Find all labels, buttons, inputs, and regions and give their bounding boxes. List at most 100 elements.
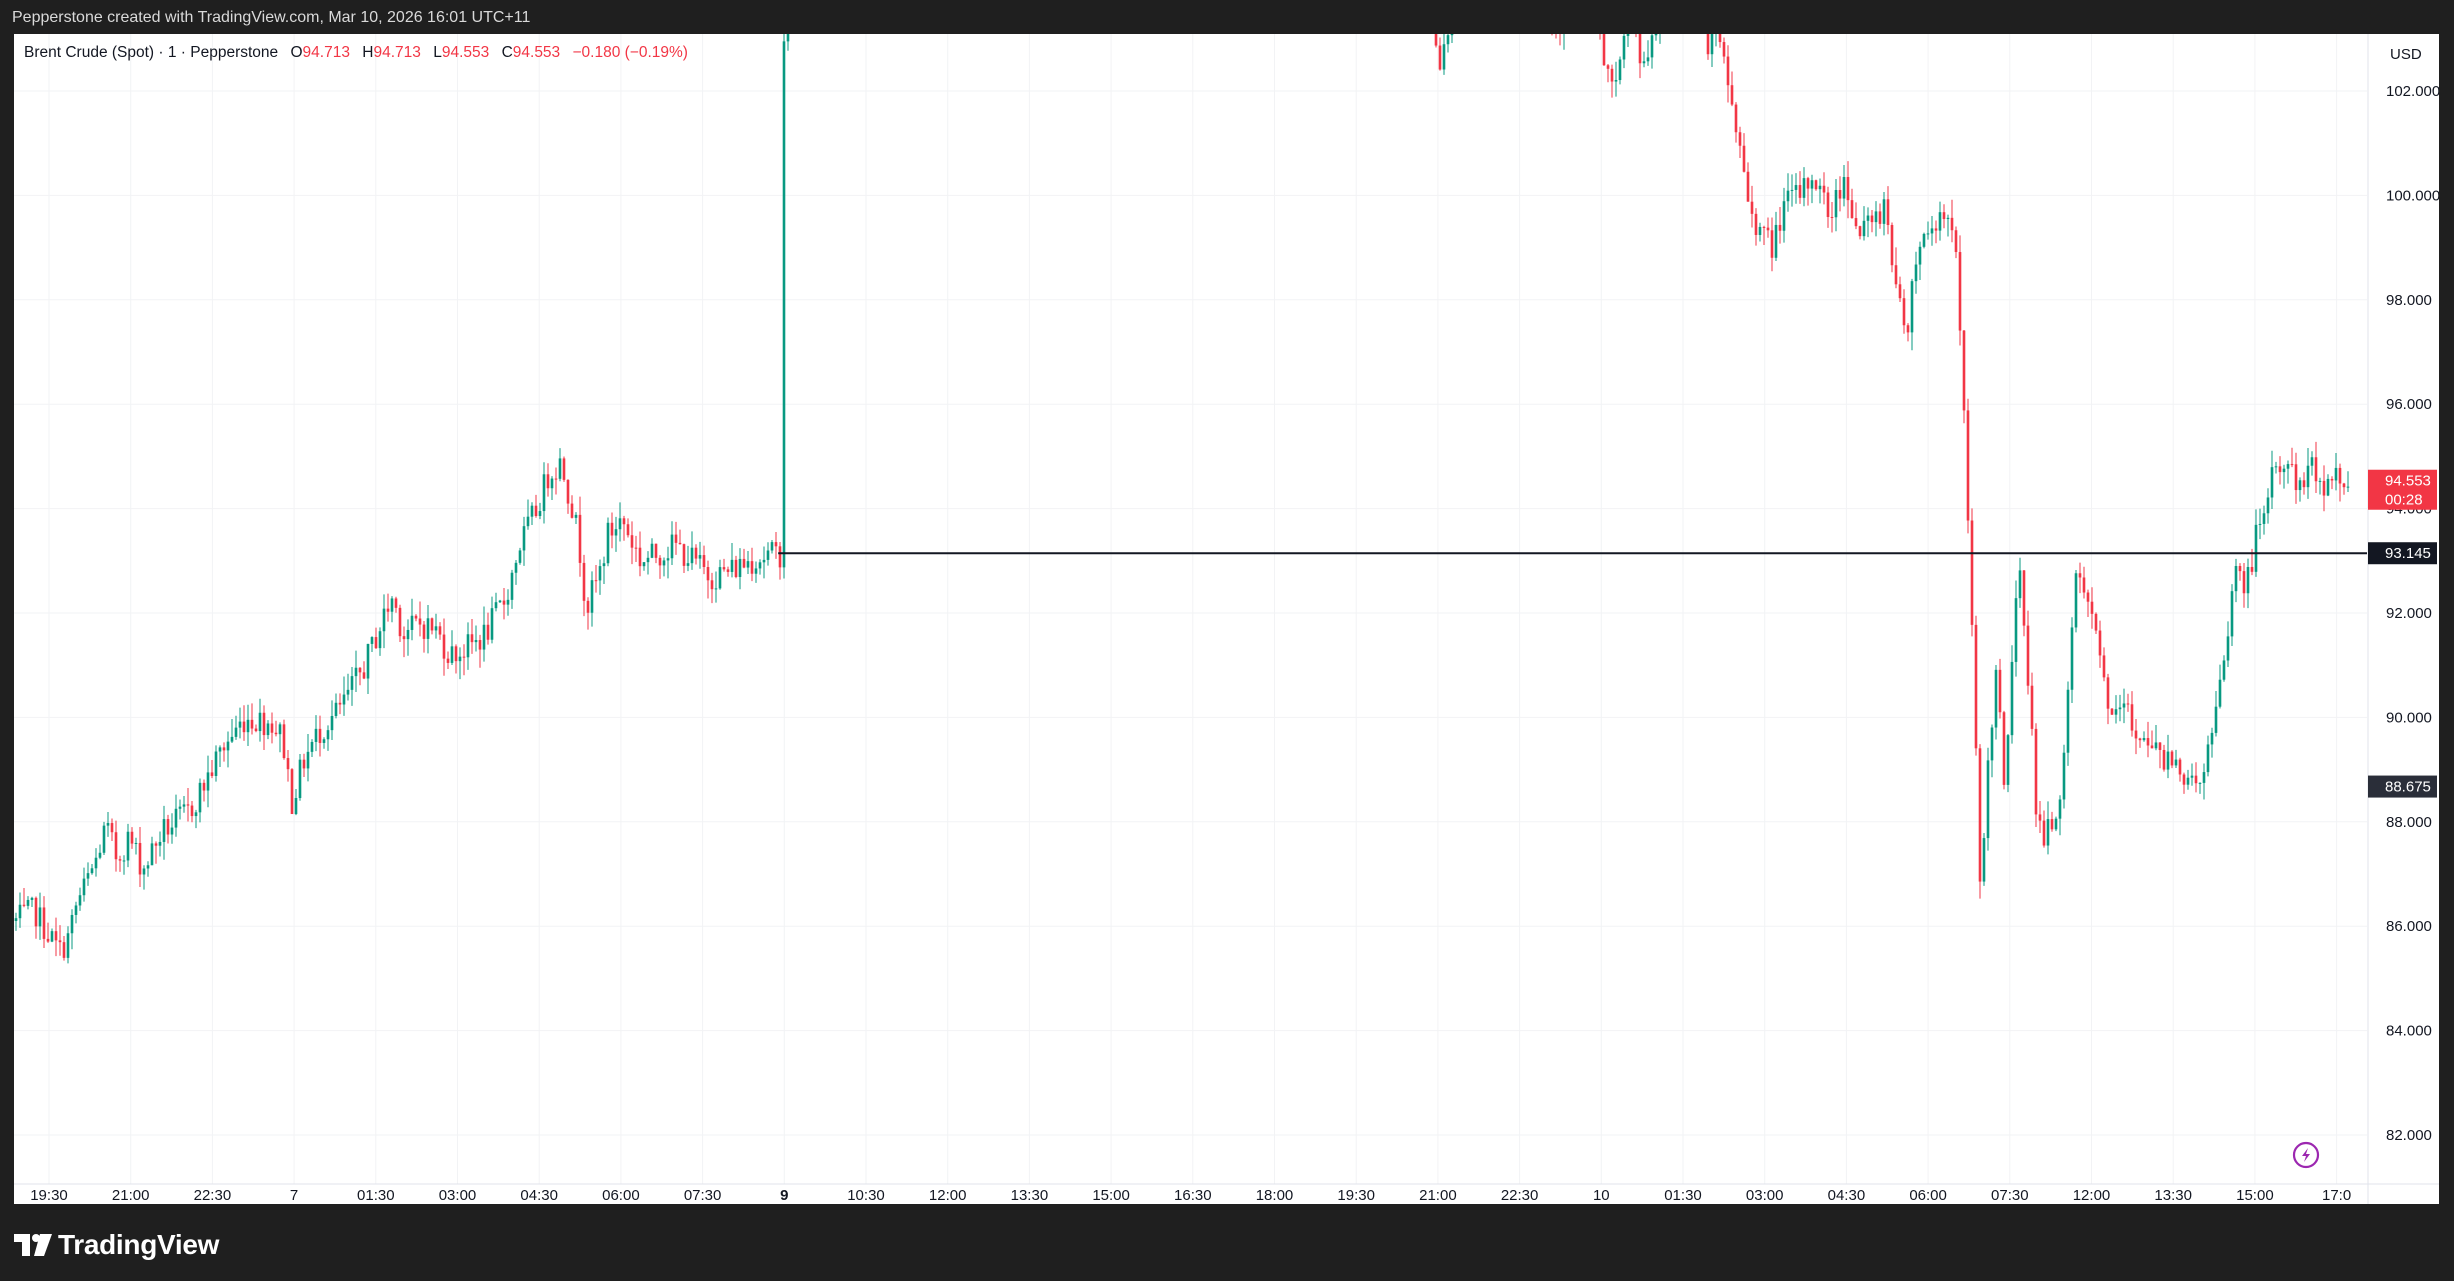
candle-body bbox=[82, 878, 86, 896]
candle-body bbox=[2086, 592, 2090, 602]
candle-body bbox=[1826, 192, 1830, 217]
candle-body bbox=[1918, 246, 1922, 265]
candle-body bbox=[2226, 636, 2230, 661]
candle-body bbox=[1994, 669, 1998, 728]
candle-body bbox=[402, 636, 406, 640]
x-tick-label: 03:00 bbox=[439, 1187, 477, 1204]
candle-body bbox=[2074, 573, 2078, 628]
candle-body bbox=[674, 534, 678, 543]
candle-body bbox=[226, 741, 230, 751]
x-tick-label: 06:00 bbox=[602, 1187, 640, 1204]
candle-body bbox=[2286, 464, 2290, 469]
candle-body bbox=[1838, 190, 1842, 199]
candle-body bbox=[86, 873, 90, 879]
candle-body bbox=[746, 561, 750, 568]
candle-body bbox=[622, 518, 626, 525]
candle-body bbox=[522, 526, 526, 551]
tradingview-logo[interactable]: TradingView bbox=[14, 1229, 219, 1261]
candle-body bbox=[1898, 284, 1902, 299]
candle-body bbox=[46, 938, 50, 942]
candle-body bbox=[430, 618, 434, 631]
candle-body bbox=[390, 598, 394, 612]
replay-icon[interactable] bbox=[2292, 1141, 2320, 1169]
y-tick-label: 96.000 bbox=[2386, 396, 2432, 413]
candle-body bbox=[766, 550, 770, 560]
candle-body bbox=[550, 478, 554, 489]
candle-body bbox=[2114, 709, 2118, 715]
candle-body bbox=[238, 721, 242, 728]
candle-body bbox=[250, 719, 254, 729]
candle-body bbox=[570, 503, 574, 518]
candle-body bbox=[1946, 217, 1950, 220]
candle-body bbox=[1930, 228, 1934, 234]
candle-body bbox=[486, 624, 490, 640]
candle-body bbox=[130, 831, 134, 844]
candle-body bbox=[1878, 211, 1882, 224]
candle-body bbox=[1894, 265, 1898, 285]
candle-body bbox=[686, 563, 690, 566]
candle-body bbox=[630, 535, 634, 548]
candle-body bbox=[1842, 177, 1846, 199]
high-value: 94.713 bbox=[373, 44, 421, 61]
candle-body bbox=[2238, 566, 2242, 572]
candle-body bbox=[374, 637, 378, 649]
candle-body bbox=[106, 823, 110, 826]
candle-body bbox=[350, 676, 354, 690]
x-tick-label: 03:00 bbox=[1746, 1187, 1784, 1204]
candle-body bbox=[1758, 226, 1762, 235]
candle-body bbox=[378, 631, 382, 649]
candle-body bbox=[262, 712, 266, 736]
candle-body bbox=[702, 555, 706, 568]
candle-body bbox=[2042, 820, 2046, 846]
symbol-name[interactable]: Brent Crude (Spot) · 1 · Pepperstone bbox=[24, 44, 279, 61]
candle-body bbox=[186, 804, 190, 806]
candle-body bbox=[182, 804, 186, 807]
candle-body bbox=[2166, 751, 2170, 770]
x-tick-label: 12:00 bbox=[929, 1187, 967, 1204]
candle-body bbox=[394, 598, 398, 608]
candle-body bbox=[234, 727, 238, 737]
candle-body bbox=[1638, 34, 1642, 64]
x-tick-label: 10 bbox=[1593, 1187, 1610, 1204]
candle-body bbox=[498, 600, 502, 603]
candle-body bbox=[2306, 465, 2310, 488]
high-label: H bbox=[362, 44, 374, 61]
candle-body bbox=[2138, 738, 2142, 741]
candle-body bbox=[282, 724, 286, 759]
candle-body bbox=[2266, 497, 2270, 514]
candle-body bbox=[474, 640, 478, 643]
candle-body bbox=[98, 852, 102, 858]
candle-body bbox=[2022, 570, 2026, 626]
candle-body bbox=[558, 458, 562, 479]
candle-body bbox=[730, 559, 734, 572]
candle-body bbox=[14, 918, 18, 921]
candle-body bbox=[254, 728, 258, 732]
candle-body bbox=[2310, 457, 2314, 466]
candle-body bbox=[2010, 661, 2014, 736]
candle-body bbox=[134, 842, 138, 844]
candle-body bbox=[1938, 212, 1942, 231]
candle-body bbox=[706, 567, 710, 581]
candle-body bbox=[1990, 727, 1994, 761]
chart-panel[interactable]: 82.00084.00086.00088.00090.00092.00094.0… bbox=[14, 34, 2439, 1204]
candle-body bbox=[2190, 775, 2194, 778]
candle-body bbox=[1926, 233, 1930, 235]
candle-body bbox=[758, 562, 762, 569]
candle-body bbox=[306, 751, 310, 769]
candle-body bbox=[162, 819, 166, 842]
candle-body bbox=[202, 782, 206, 791]
candle-body bbox=[726, 569, 730, 572]
candle-body bbox=[682, 544, 686, 566]
price-tag bbox=[2368, 542, 2437, 565]
candle-body bbox=[1962, 330, 1966, 411]
chart-canvas[interactable]: 82.00084.00086.00088.00090.00092.00094.0… bbox=[14, 34, 2439, 1204]
candle-body bbox=[210, 772, 214, 776]
candle-body bbox=[314, 728, 318, 742]
candle-body bbox=[714, 588, 718, 590]
candle-body bbox=[66, 933, 70, 958]
candle-body bbox=[1790, 189, 1794, 191]
candle-body bbox=[1618, 59, 1622, 81]
candle-body bbox=[142, 868, 146, 875]
candle-body bbox=[1446, 35, 1450, 45]
candle-body bbox=[218, 747, 222, 752]
